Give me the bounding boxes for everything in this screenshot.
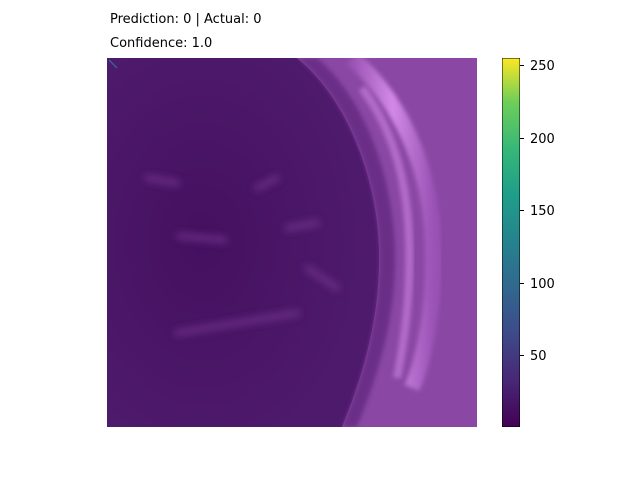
colorbar-ticks: 50 100 150 200 250 xyxy=(520,59,555,364)
tick-50: 50 xyxy=(530,349,547,364)
tick-200: 200 xyxy=(530,132,555,147)
scan-image xyxy=(107,58,477,427)
confidence-title: Confidence: 1.0 xyxy=(110,36,213,51)
prediction-title: Prediction: 0 | Actual: 0 xyxy=(110,12,262,27)
tick-100: 100 xyxy=(530,277,555,292)
tick-250: 250 xyxy=(530,59,555,74)
colorbar xyxy=(502,58,520,427)
tick-150: 150 xyxy=(530,204,555,219)
